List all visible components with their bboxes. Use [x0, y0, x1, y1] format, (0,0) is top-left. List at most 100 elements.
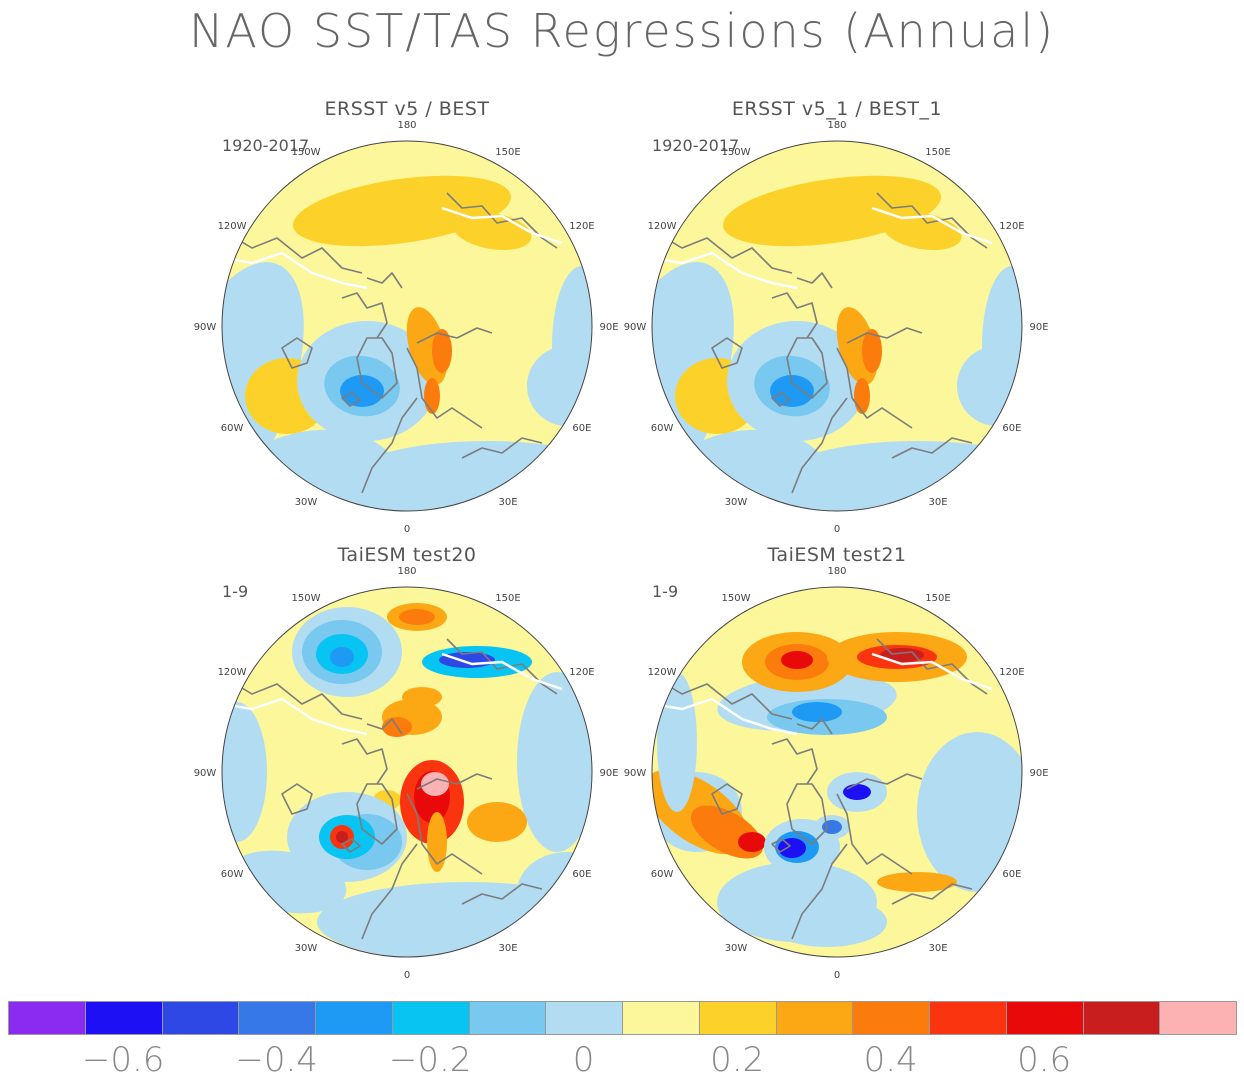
- contour-region: [340, 375, 384, 407]
- panel-title: TaiESM test20: [337, 544, 477, 566]
- coastline: [281, 337, 313, 369]
- coastline: [786, 783, 828, 845]
- longitude-label: 120E: [999, 221, 1024, 232]
- colorbar-box: [391, 1001, 470, 1035]
- panel-title: ERSST v5 / BEST: [324, 98, 490, 120]
- colorbar-box: [1005, 1001, 1084, 1035]
- longitude-label: 120W: [648, 221, 677, 232]
- polar-map: 180 150E 120E 90E 60E 30E 0 30W 60W 90W 120W 150W: [624, 120, 1049, 535]
- longitude-label: 90E: [1029, 768, 1048, 779]
- coastline: [656, 232, 793, 274]
- coastline: [461, 883, 543, 905]
- contour-region: [792, 702, 842, 722]
- coastline: [281, 783, 313, 815]
- longitude-label: 90E: [599, 768, 618, 779]
- panel-taiesm-test21: TaiESM test21 1-9 180 150E 120E 90E 60E 30E 0 3…: [622, 544, 1052, 984]
- colorbar-box: [698, 1001, 777, 1035]
- colorbar-box: [1082, 1001, 1161, 1035]
- coastline: [771, 392, 791, 407]
- colorbar: [8, 1001, 1237, 1035]
- longitude-label: 120E: [569, 667, 594, 678]
- contour-region: [822, 820, 842, 834]
- colorbar-box: [468, 1001, 547, 1035]
- contour-region: [880, 648, 924, 662]
- contour-region: [770, 375, 814, 407]
- coastline: [836, 347, 913, 429]
- longitude-label: 60E: [572, 869, 591, 880]
- contour-region: [843, 784, 871, 800]
- coastline: [222, 697, 368, 736]
- longitude-label: 150E: [925, 593, 950, 604]
- contour-region: [778, 838, 806, 858]
- colorbar-tick-label: −0.4: [235, 1040, 318, 1080]
- longitude-label: 90W: [624, 768, 647, 779]
- coastline: [836, 793, 913, 875]
- coastline: [356, 337, 398, 399]
- coastline: [446, 638, 558, 695]
- coastline: [771, 738, 818, 785]
- coastline: [222, 251, 368, 290]
- colorbar-tick-label: −0.2: [388, 1040, 472, 1080]
- colorbar-box: [775, 1001, 854, 1035]
- coastline: [416, 773, 493, 790]
- longitude-label: 60W: [221, 423, 244, 434]
- coastline: [786, 337, 828, 399]
- longitude-label: 150E: [495, 593, 520, 604]
- period-label: 1920-2017: [222, 136, 310, 155]
- period-label: 1-9: [222, 582, 249, 601]
- longitude-label: 150E: [495, 147, 520, 158]
- map-boundary: [221, 586, 593, 958]
- contour-region: [957, 346, 1022, 426]
- coastline: [356, 783, 398, 845]
- coastline: [771, 292, 818, 339]
- coastline: [446, 192, 558, 249]
- coastline: [341, 738, 388, 785]
- contour-region: [738, 832, 766, 852]
- longitude-label: 90W: [624, 322, 647, 333]
- coastline: [461, 437, 543, 459]
- coastline: [846, 327, 923, 344]
- coastline: [652, 697, 798, 736]
- contour-region: [222, 702, 267, 842]
- coastline: [871, 652, 993, 691]
- longitude-label: 30E: [498, 497, 517, 508]
- contour-region: [781, 651, 813, 669]
- longitude-label: 90E: [599, 322, 618, 333]
- longitude-label: 150W: [722, 593, 751, 604]
- contour-region: [854, 378, 870, 414]
- map-boundary: [651, 140, 1023, 512]
- contour-region: [527, 346, 592, 426]
- coastline: [441, 652, 563, 691]
- coastline: [416, 327, 493, 344]
- period-label: 1-9: [652, 582, 679, 601]
- colorbar-box: [84, 1001, 163, 1035]
- field-layer: [652, 587, 1022, 957]
- coastline: [226, 678, 363, 720]
- longitude-label: 150W: [292, 593, 321, 604]
- coastline: [441, 206, 563, 245]
- contour-region: [657, 672, 697, 812]
- coastline: [652, 251, 798, 290]
- coastline: [871, 206, 993, 245]
- coastline: [341, 292, 388, 339]
- coastline: [791, 843, 848, 940]
- contour-region: [467, 802, 527, 842]
- map-boundary: [651, 586, 1023, 958]
- colorbar-box: [545, 1001, 623, 1035]
- contour-region: [421, 772, 449, 796]
- colorbar-box: [929, 1001, 1007, 1035]
- longitude-label: 120E: [569, 221, 594, 232]
- polar-map: 180 150E 120E 90E 60E 30E 0 30W 60W 90W 120W 150W: [624, 566, 1049, 981]
- colorbar-tick-label: 0: [572, 1040, 595, 1080]
- panel-ersst-best-1: ERSST v5_1 / BEST_1 1920-2017 180 150E 120…: [622, 98, 1052, 538]
- longitude-label: 180: [827, 120, 846, 131]
- longitude-label: 120W: [218, 221, 247, 232]
- coastline: [791, 397, 848, 494]
- coastline: [876, 192, 988, 249]
- coastline: [361, 843, 418, 940]
- map-boundary: [221, 140, 593, 512]
- longitude-label: 150E: [925, 147, 950, 158]
- longitude-label: 0: [834, 970, 840, 981]
- contour-region: [402, 687, 442, 707]
- polar-map: 180 150E 120E 90E 60E 30E 0 30W 60W 90W 120W 150W: [194, 120, 619, 535]
